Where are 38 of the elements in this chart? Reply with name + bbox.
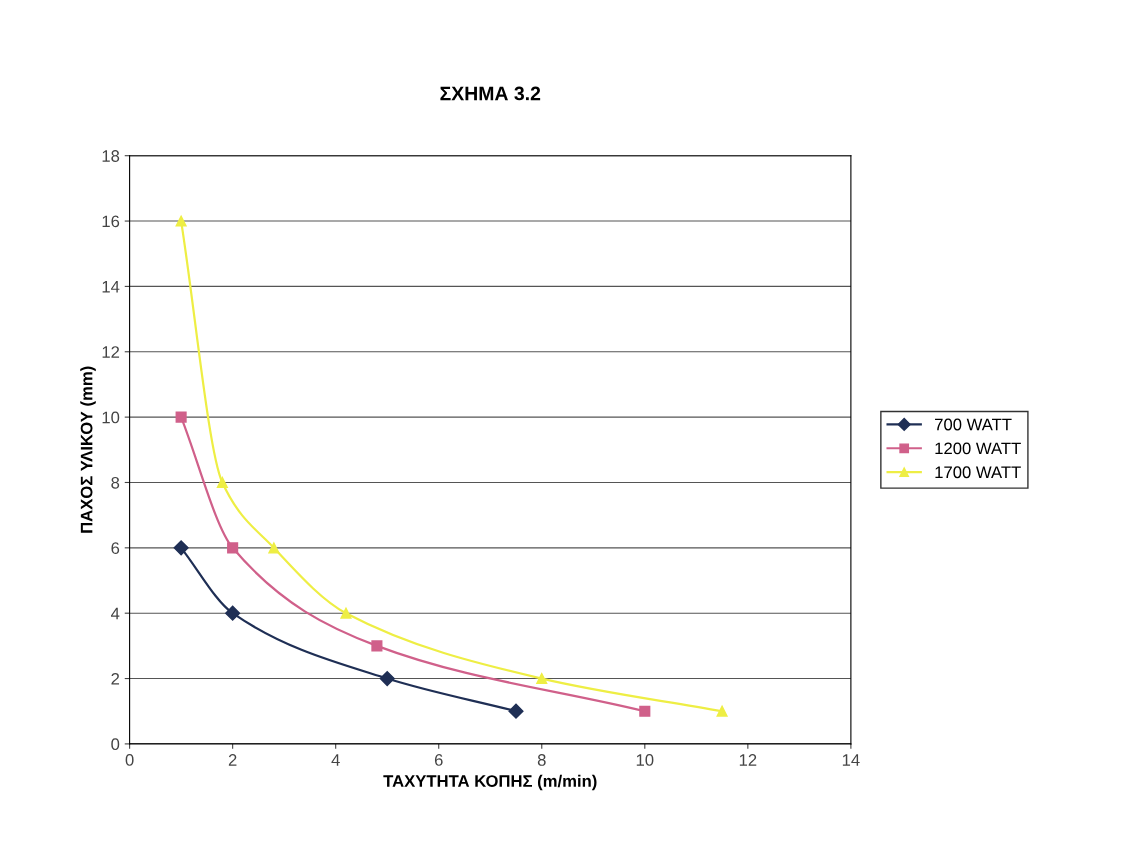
y-tick-label: 18 [102, 150, 120, 162]
point [508, 703, 524, 719]
x-tick-label: 14 [842, 754, 860, 766]
x-tick-label: 12 [739, 754, 757, 766]
y-tick-label: 2 [111, 672, 120, 685]
point [639, 705, 651, 717]
x-tick-label: 10 [636, 754, 654, 766]
point [227, 542, 239, 554]
point [340, 607, 352, 619]
point [173, 540, 189, 556]
y-tick-label: 14 [102, 280, 120, 293]
point [536, 672, 548, 685]
legend-label: 700 WATT [935, 418, 1012, 431]
x-tick-label: 4 [331, 754, 340, 766]
legend-label: 1200 WATT [935, 442, 1021, 455]
point [716, 705, 728, 717]
point [216, 476, 228, 489]
chart-title: ΣΧΗΜΑ 3.2 [440, 86, 541, 101]
point [175, 411, 187, 423]
x-tick-label: 2 [228, 754, 237, 766]
point [379, 670, 395, 687]
y-tick-label: 4 [111, 607, 120, 620]
y-tick-label: 10 [102, 411, 120, 424]
point [268, 542, 280, 554]
y-tick-label: 0 [111, 738, 120, 751]
y-tick-label: 6 [111, 542, 120, 555]
y-tick-label: 16 [102, 215, 120, 228]
y-tick-label: 12 [102, 346, 120, 358]
x-tick-label: 8 [537, 754, 546, 766]
legend-label: 1700 WATT [935, 466, 1021, 479]
y-tick-label: 8 [111, 476, 120, 489]
x-tick-label: 0 [125, 754, 134, 766]
y-axis-title: ΠΑΧΟΣ ΥΛΙΚΟΥ (mm) [80, 366, 96, 533]
x-axis-title: ΤΑΧΥΤΗΤΑ ΚΟΠΗΣ (m/min) [383, 774, 597, 791]
point [371, 640, 383, 652]
x-tick-label: 6 [434, 754, 443, 766]
point [175, 215, 187, 227]
point [225, 605, 241, 621]
